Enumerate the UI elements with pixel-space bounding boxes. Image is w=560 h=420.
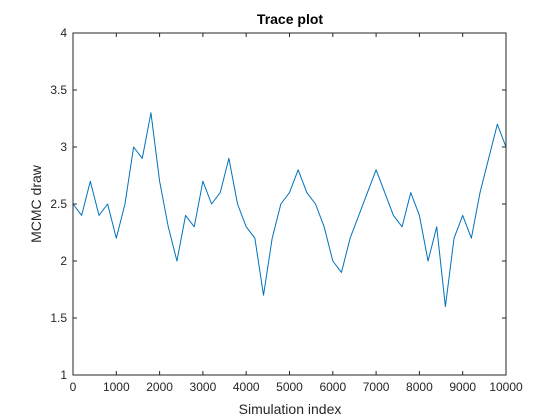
x-tick-label: 8000 bbox=[406, 380, 433, 394]
y-tick-label: 2.5 bbox=[50, 197, 67, 211]
x-tick-label: 7000 bbox=[363, 380, 390, 394]
x-tick-label: 5000 bbox=[276, 380, 303, 394]
x-axis-label: Simulation index bbox=[239, 401, 342, 417]
x-tick-label: 2000 bbox=[146, 380, 173, 394]
plot-area bbox=[73, 33, 506, 375]
x-tick-label: 1000 bbox=[103, 380, 130, 394]
x-tick-label: 10000 bbox=[489, 380, 523, 394]
y-tick-label: 1 bbox=[60, 368, 67, 382]
y-tick-label: 3.5 bbox=[50, 83, 67, 97]
y-tick-label: 2 bbox=[60, 254, 67, 268]
x-tick-label: 0 bbox=[70, 380, 77, 394]
series-layer bbox=[72, 112, 507, 308]
series-line-0 bbox=[72, 112, 507, 308]
x-tick-label: 9000 bbox=[449, 380, 476, 394]
x-tick-label: 6000 bbox=[319, 380, 346, 394]
y-axis-label: MCMC draw bbox=[28, 164, 44, 243]
y-tick-label: 1.5 bbox=[50, 311, 67, 325]
y-tick-label: 4 bbox=[60, 26, 67, 40]
y-tick-label: 3 bbox=[60, 140, 67, 154]
chart-title: Trace plot bbox=[257, 11, 323, 27]
ticks-layer: 0 1000 2000 3000 4000 5000 6000 7000 8000 9000 100… bbox=[50, 26, 523, 394]
x-tick-label: 3000 bbox=[190, 380, 217, 394]
x-tick-label: 4000 bbox=[233, 380, 260, 394]
